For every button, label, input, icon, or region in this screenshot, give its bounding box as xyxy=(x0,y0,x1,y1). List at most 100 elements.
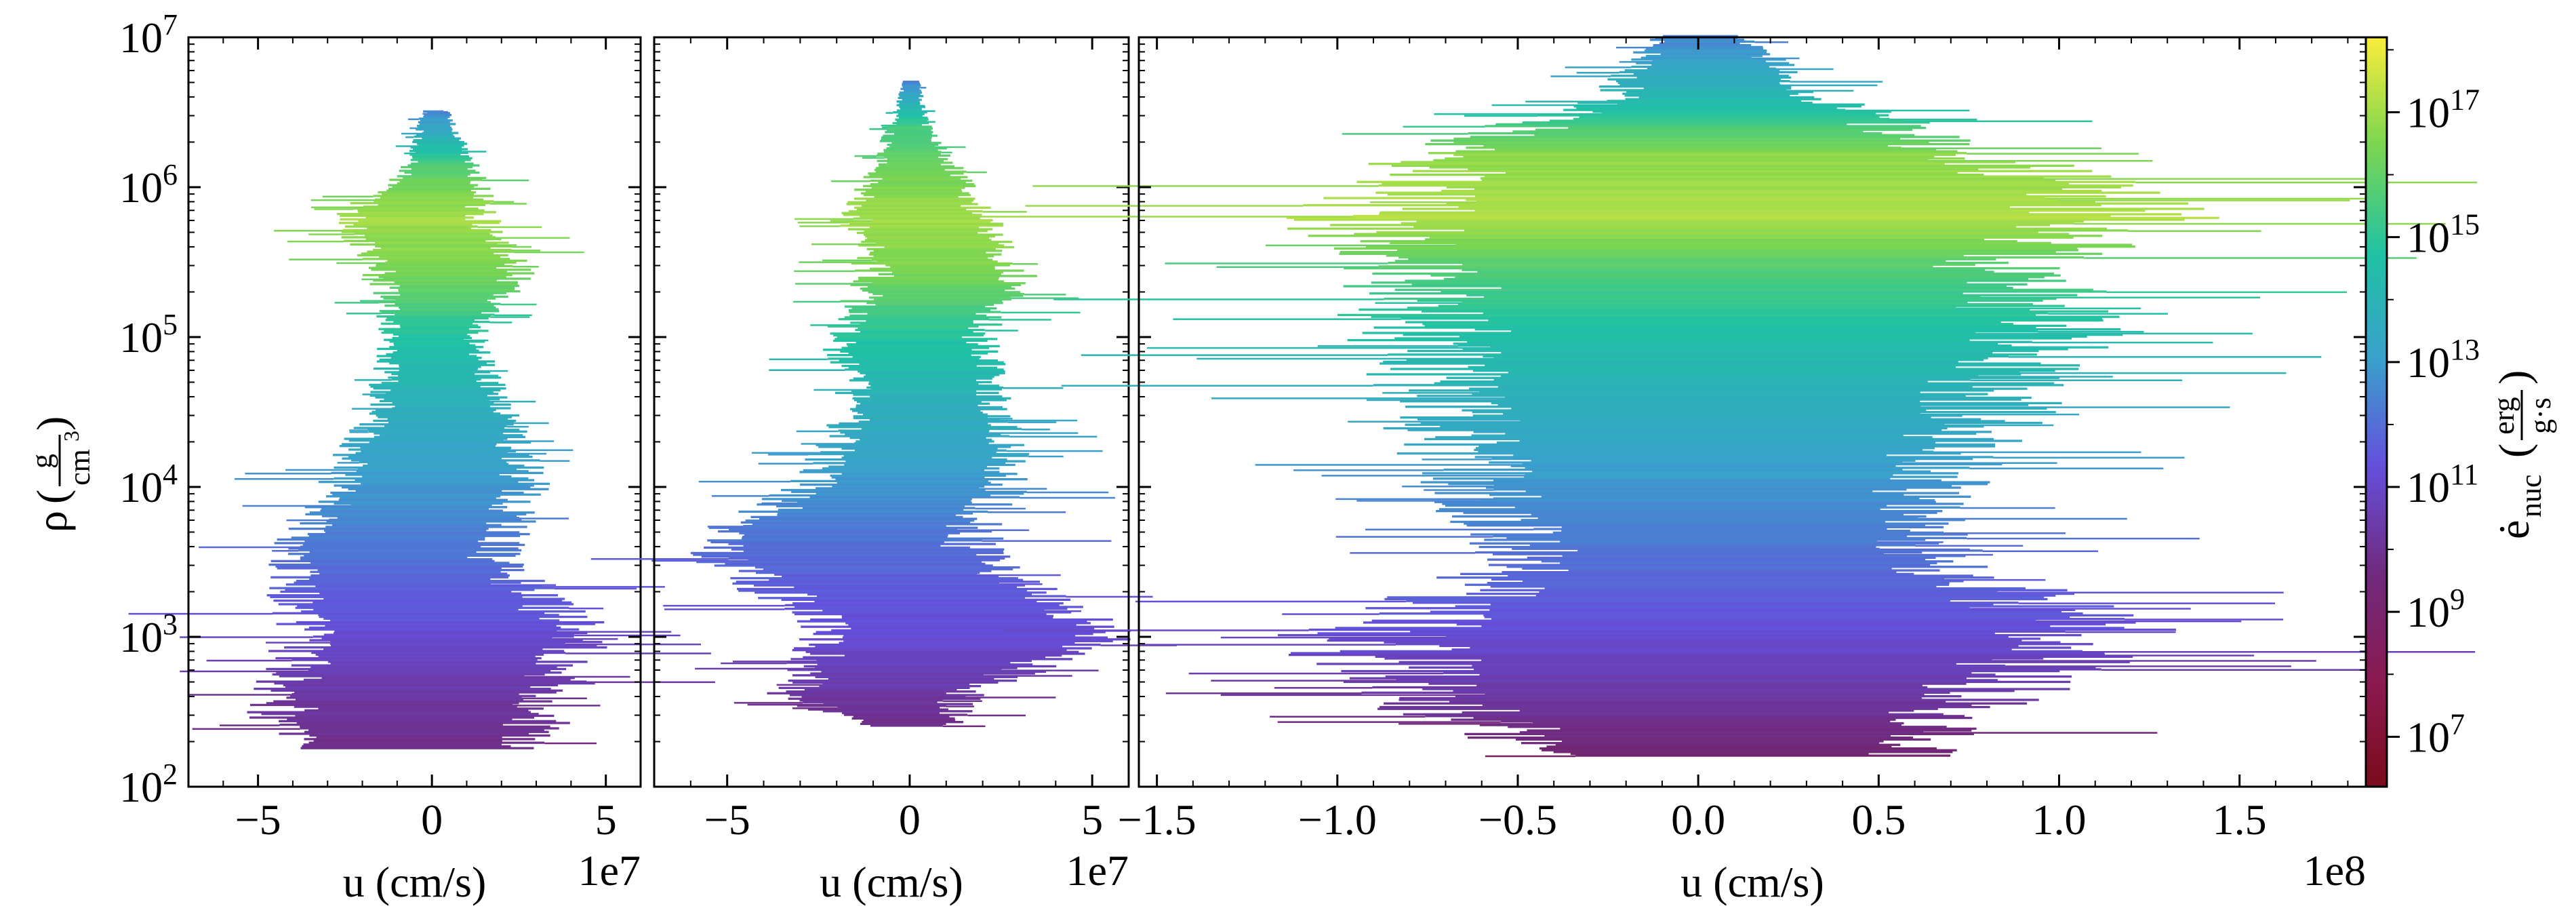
data-strip xyxy=(850,321,973,324)
data-strip xyxy=(318,481,519,484)
data-strip xyxy=(1474,195,2106,198)
data-strip xyxy=(1479,724,1901,726)
data-streak xyxy=(1044,610,1081,612)
data-strip xyxy=(1382,182,2070,185)
data-strip xyxy=(321,637,552,640)
data-strip xyxy=(1308,235,2103,237)
data-streak xyxy=(1211,680,1396,682)
data-strip xyxy=(332,524,502,526)
data-strip xyxy=(1470,136,1960,138)
data-strip xyxy=(839,359,999,362)
data-strip xyxy=(730,576,1018,580)
data-streak xyxy=(2074,222,2446,225)
data-strip xyxy=(787,669,1002,671)
data-strip xyxy=(899,102,921,105)
data-strip xyxy=(365,238,502,241)
data-strip xyxy=(387,259,527,262)
data-strip xyxy=(380,197,474,199)
data-streak xyxy=(1928,160,2153,162)
data-strip xyxy=(274,682,595,685)
data-strip xyxy=(391,378,481,381)
data-strip xyxy=(395,299,487,302)
data-strip xyxy=(900,107,922,110)
data-strip xyxy=(420,119,453,122)
data-streak xyxy=(663,604,785,607)
data-strip xyxy=(803,701,938,704)
data-streak xyxy=(314,208,354,210)
data-strip xyxy=(887,143,939,146)
data-streak xyxy=(286,519,329,522)
data-strip xyxy=(866,386,1003,389)
data-strip xyxy=(856,440,994,443)
data-strip xyxy=(1372,686,1928,689)
data-strip xyxy=(1400,416,1931,419)
data-strip xyxy=(411,173,470,176)
panel-right: −1.5 −1.0 −0.5 0.0 0.5 1.0 1.5 u (cm/s) 1e8 xyxy=(970,35,2477,906)
data-strip xyxy=(756,571,980,574)
data-strip xyxy=(886,147,947,150)
data-strip xyxy=(329,642,565,645)
data-strip xyxy=(815,645,1063,648)
data-strip xyxy=(1424,437,1994,441)
data-streak xyxy=(975,507,1026,510)
data-strip xyxy=(1366,373,2021,376)
data-strip xyxy=(868,383,979,385)
data-strip xyxy=(331,644,597,647)
data-strip xyxy=(1568,127,1927,130)
data-strip xyxy=(1476,684,1923,687)
data-streak xyxy=(920,87,927,89)
y-tick-label: 102 xyxy=(119,758,178,811)
data-strip xyxy=(384,338,464,341)
data-strip xyxy=(379,256,500,258)
data-strip xyxy=(249,716,534,719)
data-strip xyxy=(835,478,1028,481)
data-strip xyxy=(350,243,498,246)
data-strip xyxy=(1523,580,1964,583)
data-strip xyxy=(1481,178,2056,182)
data-strip xyxy=(843,214,982,216)
data-strip xyxy=(816,631,1106,633)
data-strip xyxy=(1403,334,2123,336)
data-streak xyxy=(199,546,300,549)
data-strip xyxy=(318,655,536,658)
data-strip xyxy=(848,228,992,231)
data-strip xyxy=(379,300,491,304)
data-strip xyxy=(418,121,450,123)
data-strip xyxy=(327,661,588,663)
data-strip xyxy=(748,559,1001,562)
data-strip xyxy=(817,663,1033,666)
data-strip xyxy=(848,366,997,369)
data-strip xyxy=(1337,313,2036,317)
data-strip xyxy=(1622,92,1798,95)
data-strip xyxy=(823,349,972,351)
data-strip xyxy=(1378,265,1933,268)
data-strip xyxy=(261,713,539,716)
data-strip xyxy=(854,442,989,445)
data-strip xyxy=(1532,722,1904,725)
data-streak xyxy=(1933,451,2141,454)
data-streak xyxy=(1006,450,1103,452)
data-strip xyxy=(1417,299,2043,302)
data-strip xyxy=(266,702,519,705)
data-strip xyxy=(310,574,510,577)
data-strip xyxy=(758,597,1025,600)
data-streak xyxy=(1970,379,2182,381)
data-strip xyxy=(1287,227,2107,230)
data-strip xyxy=(1453,342,1998,345)
data-strip xyxy=(864,233,1003,236)
data-strip xyxy=(1396,643,2093,646)
x-tick-label: 0.5 xyxy=(1851,796,1906,844)
data-strip xyxy=(353,223,472,227)
data-strip xyxy=(413,139,460,142)
data-strip xyxy=(805,458,1007,461)
data-strip xyxy=(348,439,504,442)
data-strip xyxy=(797,501,972,504)
data-streak xyxy=(477,226,542,229)
data-strip xyxy=(1626,91,1814,94)
data-strip xyxy=(318,501,531,503)
data-strip xyxy=(380,247,491,250)
data-streak xyxy=(1901,147,2102,149)
data-strip xyxy=(303,743,502,746)
data-strip xyxy=(1373,326,2036,329)
